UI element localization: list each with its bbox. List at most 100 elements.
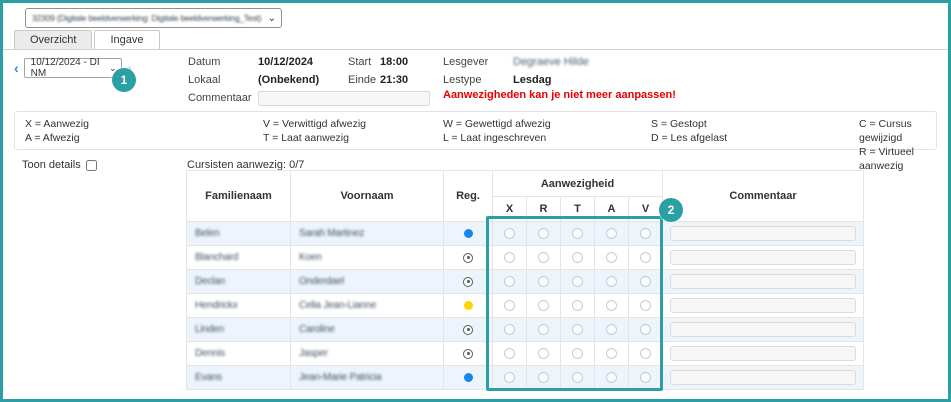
- attendance-radio-T[interactable]: [572, 372, 583, 384]
- tab-bar: Overzicht Ingave: [3, 30, 948, 50]
- attendance-radio-X[interactable]: [504, 228, 515, 240]
- attendance-cell-X: [492, 245, 527, 270]
- attendance-radio-V[interactable]: [640, 348, 652, 360]
- commentaar-cell: [662, 365, 865, 390]
- start-label: Start: [348, 56, 372, 68]
- einde-value: 21:30: [380, 74, 409, 86]
- header-commentaar: Commentaar: [662, 170, 865, 222]
- attendance-radio-V[interactable]: [640, 228, 652, 240]
- header-attendance-A: A: [594, 196, 629, 222]
- legend-entry: V = Verwittigd afwezig: [263, 118, 367, 130]
- attendance-radio-X[interactable]: [504, 300, 515, 312]
- header-attendance-R: R: [526, 196, 561, 222]
- attendance-radio-X[interactable]: [504, 324, 515, 336]
- attendance-radio-T[interactable]: [572, 252, 583, 264]
- ring-dot-icon: [463, 348, 473, 359]
- legend-entry: C = Cursus gewijzigd: [859, 118, 912, 144]
- legend-column-3: W = Gewettigd afwezig L = Laat ingeschrev…: [443, 117, 651, 144]
- attendance-radio-A[interactable]: [606, 276, 617, 288]
- session-commentaar-input[interactable]: [258, 90, 430, 106]
- attendance-radio-A[interactable]: [606, 252, 617, 264]
- voornaam-cell-redacted: Celia Jean-Lianne: [290, 293, 444, 318]
- yellow-dot-icon: [463, 301, 473, 311]
- attendance-radio-X[interactable]: [504, 252, 515, 264]
- attendance-radio-A[interactable]: [606, 228, 617, 240]
- attendance-radio-A[interactable]: [606, 300, 617, 312]
- attendance-radio-R[interactable]: [538, 252, 549, 264]
- tab-overzicht[interactable]: Overzicht: [14, 30, 93, 49]
- lokaal-value: (Onbekend): [258, 74, 320, 86]
- header-familienaam: Familienaam: [186, 170, 291, 222]
- attendance-radio-X[interactable]: [504, 276, 515, 288]
- row-commentaar-input[interactable]: [670, 250, 857, 265]
- attendance-cell-T: [560, 221, 595, 246]
- row-commentaar-input[interactable]: [670, 346, 857, 361]
- table-row: Blanchard Koen: [186, 245, 865, 270]
- attendance-radio-V[interactable]: [640, 276, 652, 288]
- row-commentaar-input[interactable]: [670, 274, 857, 289]
- legend-column-4: S = Gestopt D = Les afgelast: [651, 117, 859, 144]
- attendance-radio-A[interactable]: [606, 372, 617, 384]
- attendance-cell-X: [492, 365, 527, 390]
- attendance-radio-V[interactable]: [640, 324, 652, 336]
- familienaam-cell-redacted: Dennis: [186, 341, 291, 366]
- commentaar-cell: [662, 245, 865, 270]
- blue-dot-icon: [463, 373, 473, 383]
- ring-dot-icon: [463, 252, 473, 263]
- attendance-radio-R[interactable]: [538, 276, 549, 288]
- legend-column-5: C = Cursus gewijzigd R = Virtueel aanwezi…: [859, 117, 926, 172]
- row-commentaar-input[interactable]: [670, 298, 857, 313]
- datum-label: Datum: [188, 56, 221, 68]
- attendance-radio-T[interactable]: [572, 300, 583, 312]
- attendance-radio-R[interactable]: [538, 348, 549, 360]
- date-navigation: ‹ 10/12/2024 - DI NM ⌄ ›: [14, 57, 132, 79]
- row-commentaar-input[interactable]: [670, 370, 857, 385]
- attendance-cell-A: [594, 365, 629, 390]
- attendance-radio-T[interactable]: [572, 276, 583, 288]
- attendance-radio-A[interactable]: [606, 324, 617, 336]
- reg-cell: [443, 221, 493, 246]
- attendance-cell-T: [560, 365, 595, 390]
- header-reg: Reg.: [443, 170, 493, 222]
- attendance-radio-T[interactable]: [572, 348, 583, 360]
- attendance-cell-T: [560, 317, 595, 342]
- tab-ingave[interactable]: Ingave: [94, 30, 160, 49]
- attendance-radio-T[interactable]: [572, 324, 583, 336]
- attendance-radio-X[interactable]: [504, 348, 515, 360]
- attendance-cell-V: [627, 245, 664, 270]
- attendance-radio-V[interactable]: [640, 252, 652, 264]
- lestype-value: Lesdag: [513, 74, 552, 86]
- legend-entry: W = Gewettigd afwezig: [443, 118, 551, 130]
- attendance-radio-A[interactable]: [606, 348, 617, 360]
- attendance-cell-T: [560, 269, 595, 294]
- voornaam-cell-redacted: Jasper: [290, 341, 444, 366]
- course-select-dropdown[interactable]: 32309 (Digitale beeldverwerking: Digital…: [25, 8, 282, 28]
- session-details: ‹ 10/12/2024 - DI NM ⌄ › Datum 10/12/202…: [3, 50, 948, 113]
- attendance-table: Familienaam Voornaam Reg. Aanwezigheid C…: [186, 170, 865, 390]
- reg-cell: [443, 293, 493, 318]
- attendance-radio-V[interactable]: [640, 300, 652, 312]
- attendance-radio-V[interactable]: [640, 372, 652, 384]
- attendance-cell-R: [526, 269, 561, 294]
- attendance-radio-R[interactable]: [538, 324, 549, 336]
- attendance-radio-T[interactable]: [572, 228, 583, 240]
- toon-details-checkbox[interactable]: [85, 159, 97, 171]
- attendance-radio-X[interactable]: [504, 372, 515, 384]
- session-column-right: Lesgever Degraeve Hilde Lestype Lesdag: [443, 53, 589, 89]
- previous-date-button[interactable]: ‹: [14, 60, 19, 76]
- attendance-radio-R[interactable]: [538, 228, 549, 240]
- attendance-radio-R[interactable]: [538, 372, 549, 384]
- familienaam-cell-redacted: Declan: [186, 269, 291, 294]
- date-select-dropdown[interactable]: 10/12/2024 - DI NM ⌄: [23, 57, 122, 79]
- attendance-radio-R[interactable]: [538, 300, 549, 312]
- table-row: Evans Jean-Marie Patricia: [186, 365, 865, 390]
- row-commentaar-input[interactable]: [670, 226, 857, 241]
- table-row: Dennis Jasper: [186, 341, 865, 366]
- row-commentaar-input[interactable]: [670, 322, 857, 337]
- attendance-cell-A: [594, 317, 629, 342]
- attendance-cell-A: [594, 269, 629, 294]
- toon-details-control[interactable]: Toon details: [22, 159, 97, 171]
- blue-dot-icon: [463, 229, 473, 239]
- commentaar-cell: [662, 341, 865, 366]
- session-column-left: Datum 10/12/2024 Lokaal (Onbekend) Comme…: [188, 53, 430, 107]
